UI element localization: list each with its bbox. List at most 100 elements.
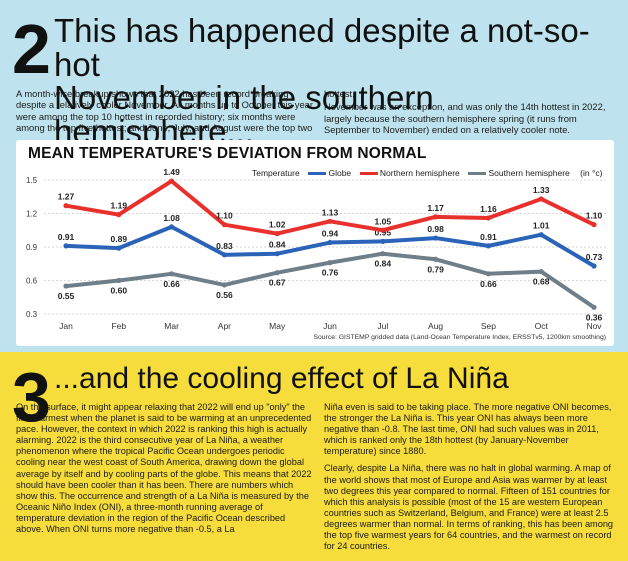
data-point [169,178,175,184]
legend-item-globe: Globe [308,168,353,178]
data-point [63,243,69,249]
data-point [485,215,491,221]
data-point [221,222,227,228]
data-label: 0.98 [427,224,444,234]
data-point [274,251,280,257]
data-point [591,304,597,310]
legend-swatch-northern [359,172,378,176]
data-point [591,222,597,228]
legend-item-southern: Southern hemisphere [468,168,572,178]
x-tick-label: May [269,321,286,331]
data-point [380,251,386,257]
section-3-body-right-1: Niña even is said to be taking place. Th… [324,402,612,457]
data-point [274,270,280,276]
data-label: 1.13 [322,207,339,217]
data-label: 1.17 [427,203,444,213]
data-point [433,256,439,262]
section-3-panel: 3 ...and the cooling effect of La Niña O… [0,352,628,561]
data-label: 0.79 [427,264,444,274]
data-point [169,224,175,230]
legend-title: Temperature [252,168,300,178]
data-label: 1.01 [533,221,550,231]
data-label: 0.60 [111,286,128,296]
data-point [274,231,280,237]
data-point [221,282,227,288]
section-2-panel: 2 This has happened despite a not-so-hot… [0,0,628,352]
data-point [327,218,333,224]
data-point [116,245,122,251]
chart-source: Source: GISTEMP gridded data (Land-Ocean… [313,334,606,341]
y-tick-label: 0.3 [26,310,38,319]
data-point [63,283,69,289]
data-label: 0.94 [322,229,339,239]
data-label: 0.73 [586,252,603,262]
x-tick-label: Aug [428,321,443,331]
data-label: 1.19 [111,201,128,211]
data-label: 1.02 [269,220,286,230]
y-tick-label: 1.2 [26,210,38,219]
data-label: 1.08 [163,213,180,223]
section-3-number: 3 [12,358,51,436]
x-tick-label: Apr [218,321,231,331]
data-label: 1.05 [375,216,392,226]
data-label: 0.89 [111,234,128,244]
legend-swatch-globe [308,172,327,176]
y-tick-label: 0.9 [26,243,38,252]
chart-card: MEAN TEMPERATURE'S DEVIATION FROM NORMAL… [16,140,614,346]
y-tick-label: 1.5 [26,176,38,185]
section-2-headline-line1: This has happened despite a not-so-hot [54,12,590,83]
y-tick-label: 0.6 [26,277,38,286]
data-label: 0.68 [533,277,550,287]
section-2-body-right-1: hottest. [324,88,355,99]
data-label: 0.56 [216,290,233,300]
line-chart: 1.5 1.2 0.9 0.6 0.3 Jan Feb Mar Apr May Jun Jul Aug S… [26,167,606,331]
chart-legend: Temperature Globe Northern hemisphere So… [252,168,602,178]
data-point [591,263,597,269]
section-2-body-left: A month-wise breakup shows that 2022 has… [16,88,314,134]
section-3-body-right: Niña even is said to be taking place. Th… [324,402,616,554]
data-point [433,214,439,220]
data-label: 1.27 [58,192,75,202]
unit-label: (in °c) [580,168,603,178]
data-point [380,238,386,245]
x-tick-label: Jun [323,321,337,331]
x-tick-label: Sep [481,321,496,331]
data-point [116,277,122,284]
data-label: 1.16 [480,204,497,214]
legend-label-globe: Globe [328,168,352,178]
data-label: 0.66 [163,279,180,289]
data-point [485,243,491,249]
x-tick-label: Feb [111,321,126,331]
data-point [538,232,544,238]
data-point [169,271,175,277]
x-tick-label: Mar [164,321,179,331]
section-3-headline: ...and the cooling effect of La Niña [54,362,509,395]
data-point [221,252,227,258]
data-point [327,239,333,246]
data-label: 0.91 [58,232,75,242]
data-label: 1.49 [163,167,180,177]
legend-label-southern: Southern hemisphere [488,168,570,178]
x-tick-label: Oct [535,321,549,331]
data-label: 0.36 [586,312,603,322]
data-label: 1.10 [586,211,603,221]
data-point [485,271,491,277]
data-label: 0.55 [58,291,75,301]
data-label: 0.67 [269,278,286,288]
data-point [380,227,386,233]
data-label: 0.83 [216,241,233,251]
data-label: 0.84 [269,240,286,250]
x-tick-label: Nov [586,321,602,331]
data-label: 0.66 [480,279,497,289]
data-point [538,268,544,275]
section-2-body-right-2: November was an exception, and was only … [324,101,606,136]
legend-item-northern: Northern hemisphere [359,168,463,178]
data-label: 1.33 [533,185,550,195]
legend-label-northern: Northern hemisphere [379,168,460,178]
section-2-headline: This has happened despite a not-so-hot N… [54,14,628,149]
section-3-body-right-2: Clearly, despite La Niña, there was no h… [324,463,614,552]
data-point [116,212,122,218]
data-point [327,260,333,266]
section-2-number: 2 [12,10,51,88]
x-tick-label: Jan [59,321,73,331]
